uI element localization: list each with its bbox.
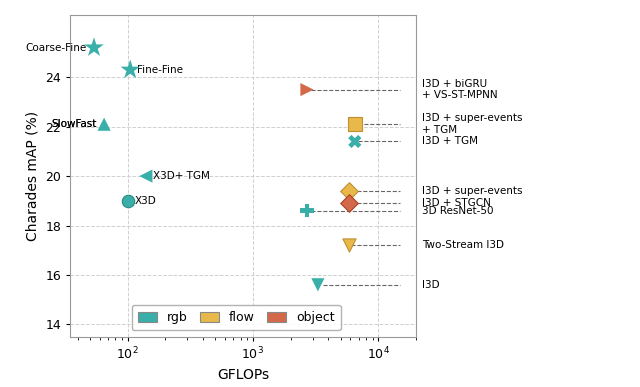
Point: [313, 282, 323, 288]
Text: 3D ResNet-50: 3D ResNet-50: [422, 205, 494, 216]
Point: [125, 67, 135, 73]
Text: I3D: I3D: [422, 280, 440, 290]
Text: X3D+ TGM: X3D+ TGM: [153, 171, 210, 181]
Point: [302, 207, 312, 214]
Text: SlowFast: SlowFast: [52, 119, 97, 129]
X-axis label: GFLOPs: GFLOPs: [217, 368, 269, 382]
Point: [302, 87, 312, 93]
Point: [99, 121, 109, 127]
Text: Two-Stream I3D: Two-Stream I3D: [422, 240, 504, 250]
Text: I3D + TGM: I3D + TGM: [422, 137, 479, 147]
Text: I3D + super-events: I3D + super-events: [422, 186, 523, 196]
Text: I3D + super-events
+ TGM: I3D + super-events + TGM: [422, 113, 523, 135]
Text: I3D + biGRU
+ VS-ST-MPNN: I3D + biGRU + VS-ST-MPNN: [422, 79, 498, 100]
Text: Coarse-Fine: Coarse-Fine: [26, 43, 87, 53]
Point: [349, 139, 360, 145]
Y-axis label: Charades mAP (%): Charades mAP (%): [26, 111, 40, 241]
Point: [349, 121, 360, 127]
Legend: rgb, flow, object: rgb, flow, object: [132, 305, 340, 330]
Text: SlowFast: SlowFast: [52, 119, 97, 129]
Text: Fine-Fine: Fine-Fine: [137, 65, 183, 75]
Point: [141, 173, 151, 179]
Point: [122, 198, 132, 204]
Point: [344, 200, 354, 206]
Text: X3D: X3D: [134, 196, 156, 206]
Point: [89, 45, 99, 51]
Point: [344, 242, 354, 248]
Point: [344, 188, 354, 194]
Text: I3D + STGCN: I3D + STGCN: [422, 198, 492, 208]
